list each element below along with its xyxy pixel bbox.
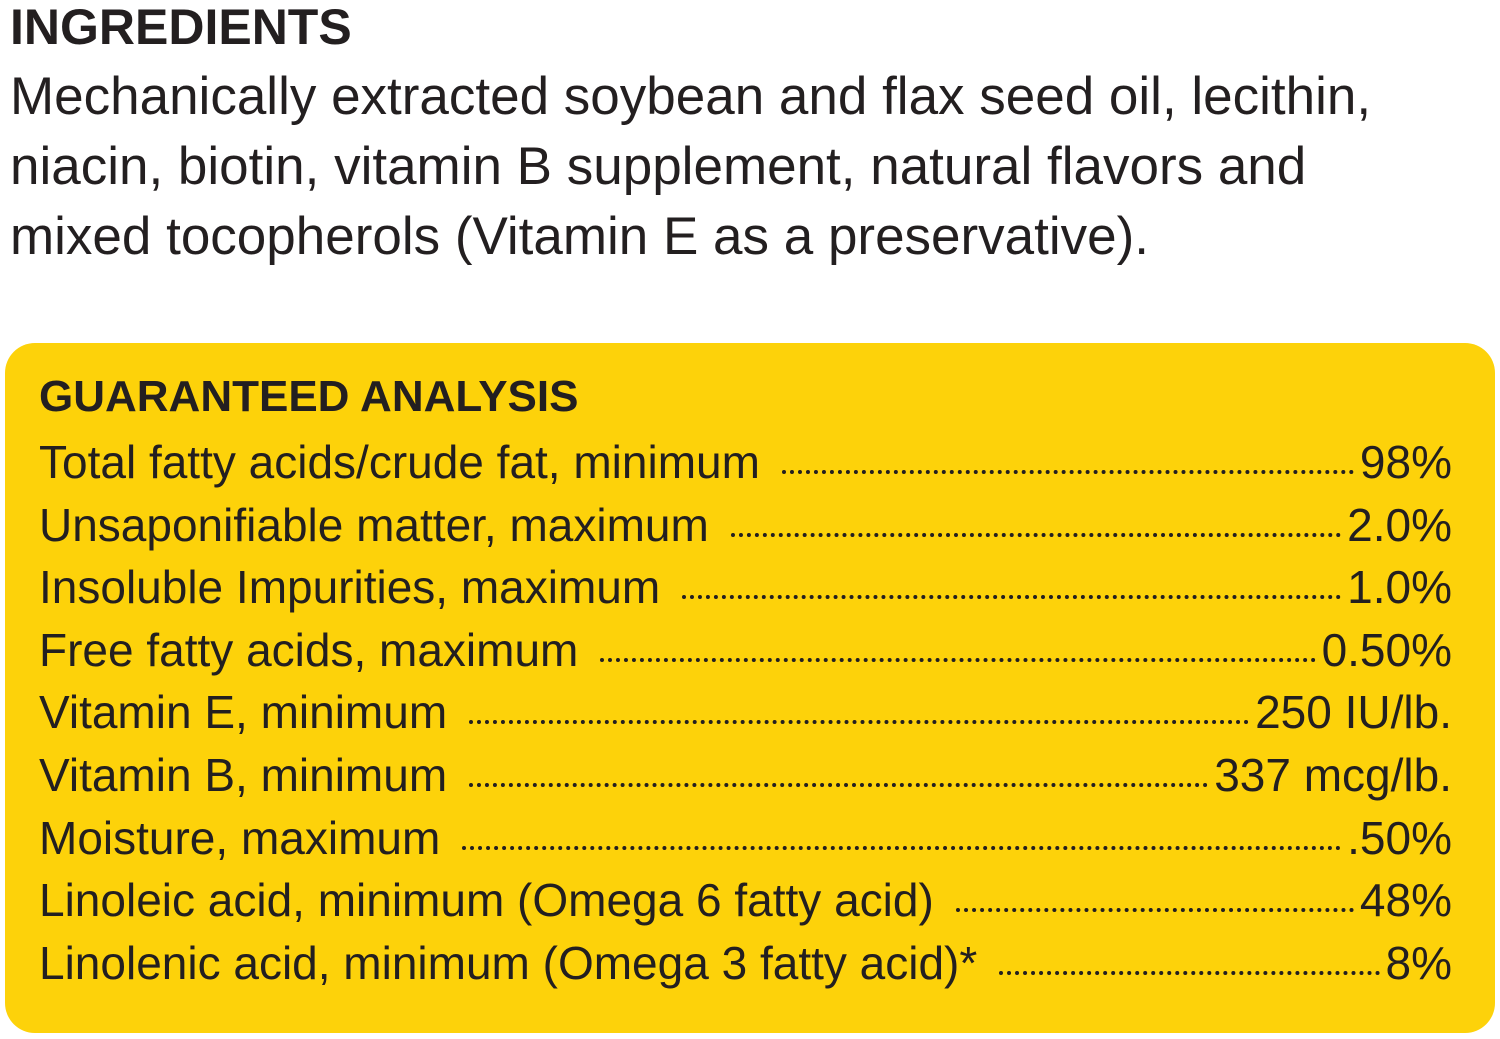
analysis-value: 1.0% bbox=[1347, 561, 1452, 614]
analysis-label: Free fatty acids, maximum bbox=[39, 623, 579, 676]
dot-leader bbox=[600, 657, 1316, 662]
dot-leader bbox=[999, 970, 1380, 975]
analysis-value: 250 IU/lb. bbox=[1255, 686, 1452, 739]
ingredients-title: INGREDIENTS bbox=[10, 0, 352, 55]
analysis-value: 337 mcg/lb. bbox=[1214, 748, 1452, 801]
analysis-panel: GUARANTEED ANALYSIS Total fatty acids/cr… bbox=[5, 343, 1495, 1033]
dot-leader bbox=[730, 532, 1342, 537]
analysis-label: Total fatty acids/crude fat, minimum bbox=[39, 436, 760, 488]
analysis-value: 48% bbox=[1359, 874, 1452, 927]
dot-leader bbox=[682, 595, 1342, 600]
dot-leader bbox=[462, 845, 1342, 850]
ingredients-line: niacin, biotin, vitamin B supplement, na… bbox=[10, 137, 1307, 196]
analysis-value: 2.0% bbox=[1347, 498, 1452, 551]
dot-leader bbox=[955, 908, 1354, 913]
analysis-title: GUARANTEED ANALYSIS bbox=[39, 372, 579, 421]
analysis-label: Linolenic acid, minimum (Omega 3 fatty a… bbox=[39, 936, 978, 989]
analysis-label: Linoleic acid, minimum (Omega 6 fatty ac… bbox=[39, 874, 934, 927]
analysis-row: Vitamin E, minimum 250 IU/lb. bbox=[39, 681, 1452, 744]
analysis-row: Linoleic acid, minimum (Omega 6 fatty ac… bbox=[39, 869, 1452, 932]
analysis-row: Insoluble Impurities, maximum 1.0% bbox=[39, 556, 1452, 619]
analysis-label: Moisture, maximum bbox=[39, 811, 441, 864]
analysis-label: Unsaponifiable matter, maximum bbox=[39, 498, 709, 551]
analysis-value: .50% bbox=[1347, 811, 1452, 864]
analysis-value: 8% bbox=[1385, 936, 1452, 989]
analysis-rows: Total fatty acids/crude fat, minimum 98% U… bbox=[39, 431, 1452, 994]
dot-leader bbox=[469, 720, 1250, 725]
analysis-row: Moisture, maximum .50% bbox=[39, 807, 1452, 870]
analysis-label: Vitamin B, minimum bbox=[39, 748, 448, 801]
analysis-row: Vitamin B, minimum 337 mcg/lb. bbox=[39, 744, 1452, 807]
analysis-label: Vitamin E, minimum bbox=[39, 686, 448, 739]
dot-leader bbox=[469, 782, 1209, 787]
ingredients-text: Mechanically extracted soybean and flax … bbox=[10, 62, 1500, 272]
dot-leader bbox=[781, 470, 1354, 474]
ingredients-line: Mechanically extracted soybean and flax … bbox=[10, 67, 1372, 126]
analysis-row: Unsaponifiable matter, maximum 2.0% bbox=[39, 494, 1452, 557]
analysis-row: Total fatty acids/crude fat, minimum 98% bbox=[39, 431, 1452, 494]
analysis-row: Linolenic acid, minimum (Omega 3 fatty a… bbox=[39, 932, 1452, 995]
analysis-label: Insoluble Impurities, maximum bbox=[39, 561, 661, 614]
analysis-row: Free fatty acids, maximum 0.50% bbox=[39, 619, 1452, 682]
ingredients-line: mixed tocopherols (Vitamin E as a preser… bbox=[10, 207, 1150, 266]
analysis-value: 0.50% bbox=[1321, 623, 1452, 676]
analysis-value: 98% bbox=[1359, 436, 1452, 488]
